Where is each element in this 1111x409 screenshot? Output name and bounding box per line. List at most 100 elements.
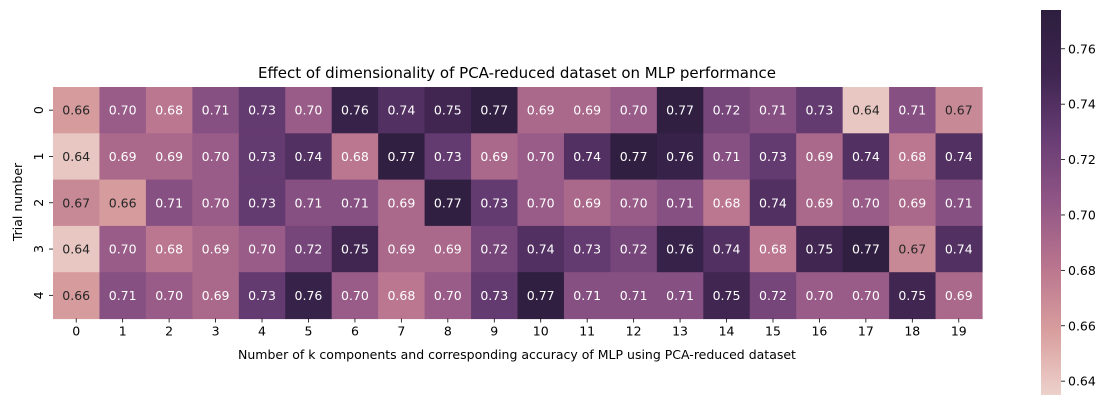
heatmap-cell <box>703 133 751 181</box>
y-tick-label: 1 <box>31 152 46 160</box>
x-tick-label: 2 <box>165 324 173 339</box>
cell-value-label: 0.71 <box>573 288 601 303</box>
cell-value-label: 0.70 <box>202 149 230 164</box>
heatmap-cell <box>99 272 147 320</box>
heatmap-cell <box>889 225 937 273</box>
heatmap-cell <box>563 225 611 273</box>
heatmap-cell <box>749 87 797 134</box>
cell-value-label: 0.69 <box>898 195 926 210</box>
heatmap-cell <box>378 272 426 320</box>
x-tick-label: 18 <box>904 324 920 339</box>
cell-value-label: 0.73 <box>248 288 276 303</box>
colorbar <box>1041 10 1061 395</box>
heatmap-cell <box>99 133 147 181</box>
cell-value-label: 0.73 <box>480 288 508 303</box>
cell-value-label: 0.69 <box>202 288 230 303</box>
cell-value-label: 0.64 <box>62 242 90 257</box>
heatmap-cell <box>610 179 658 227</box>
cell-value-label: 0.74 <box>387 103 415 118</box>
cell-value-label: 0.71 <box>295 195 323 210</box>
cell-value-label: 0.69 <box>573 103 601 118</box>
heatmap-cell <box>285 225 333 273</box>
heatmap-cell <box>796 272 844 320</box>
heatmap-cell <box>238 179 286 227</box>
cell-value-label: 0.70 <box>852 288 880 303</box>
cell-value-label: 0.70 <box>109 242 137 257</box>
heatmap-cell <box>610 272 658 320</box>
heatmap-cell <box>842 133 890 181</box>
heatmap-cell <box>238 272 286 320</box>
heatmap-cell <box>145 179 193 227</box>
heatmap-cells <box>53 87 983 320</box>
cell-value-label: 0.74 <box>945 242 973 257</box>
heatmap-cell <box>471 225 519 273</box>
cell-value-label: 0.75 <box>806 242 834 257</box>
x-tick-label: 6 <box>351 324 359 339</box>
heatmap-cell <box>749 272 797 320</box>
heatmap-cell <box>192 179 240 227</box>
heatmap-cell-labels: 0.66 0.70 0.68 0.71 0.73 0.70 0.76 0.74 0.75 0.77… <box>62 103 972 303</box>
cell-value-label: 0.74 <box>295 149 323 164</box>
heatmap-cell <box>238 87 286 134</box>
x-tick-label: 11 <box>579 324 595 339</box>
cell-value-label: 0.70 <box>852 195 880 210</box>
heatmap-cell <box>703 225 751 273</box>
cell-value-label: 0.77 <box>434 195 462 210</box>
heatmap-cell <box>331 272 379 320</box>
heatmap-cell <box>610 87 658 134</box>
heatmap-cell <box>53 133 101 181</box>
heatmap-cell <box>842 225 890 273</box>
cell-value-label: 0.71 <box>620 288 648 303</box>
cell-value-label: 0.69 <box>155 149 183 164</box>
cell-value-label: 0.76 <box>341 103 369 118</box>
cell-value-label: 0.69 <box>109 149 137 164</box>
heatmap-cell <box>424 225 472 273</box>
heatmap-cell <box>703 272 751 320</box>
x-tick-label: 16 <box>811 324 827 339</box>
cell-value-label: 0.69 <box>527 103 555 118</box>
cell-value-label: 0.71 <box>666 288 694 303</box>
x-tick-label: 4 <box>258 324 266 339</box>
cell-value-label: 0.68 <box>387 288 415 303</box>
x-tick-label: 8 <box>444 324 452 339</box>
heatmap-cell <box>99 179 147 227</box>
cell-value-label: 0.69 <box>945 288 973 303</box>
x-axis: 0 1 2 3 4 5 6 7 8 9 10 11 12 13 14 15 16 17 18 19 <box>72 318 967 339</box>
heatmap-cell <box>285 272 333 320</box>
cell-value-label: 0.69 <box>480 149 508 164</box>
cell-value-label: 0.72 <box>759 288 787 303</box>
cell-value-label: 0.70 <box>620 195 648 210</box>
cell-value-label: 0.73 <box>248 149 276 164</box>
cell-value-label: 0.69 <box>806 195 834 210</box>
heatmap-cell <box>517 179 565 227</box>
chart-title: Effect of dimensionality of PCA-reduced … <box>258 64 776 82</box>
y-tick-label: 2 <box>31 199 46 207</box>
heatmap-cell <box>424 133 472 181</box>
heatmap-cell <box>749 133 797 181</box>
x-tick-label: 15 <box>765 324 781 339</box>
heatmap-cell <box>424 87 472 134</box>
cell-value-label: 0.76 <box>295 288 323 303</box>
heatmap-cell <box>471 133 519 181</box>
cell-value-label: 0.73 <box>573 242 601 257</box>
heatmap-cell <box>378 225 426 273</box>
heatmap-cell <box>656 87 704 134</box>
colorbar-tick-label: 0.66 <box>1068 318 1096 333</box>
cell-value-label: 0.70 <box>527 195 555 210</box>
x-tick-label: 17 <box>858 324 874 339</box>
heatmap-cell <box>842 179 890 227</box>
heatmap-cell <box>563 87 611 134</box>
heatmap-cell <box>378 87 426 134</box>
heatmap-cell <box>145 133 193 181</box>
heatmap-cell <box>563 133 611 181</box>
heatmap-cell <box>145 87 193 134</box>
cell-value-label: 0.70 <box>155 288 183 303</box>
heatmap-cell <box>749 179 797 227</box>
cell-value-label: 0.72 <box>480 242 508 257</box>
y-tick-label: 4 <box>31 291 46 299</box>
cell-value-label: 0.68 <box>341 149 369 164</box>
x-tick-label: 5 <box>304 324 312 339</box>
heatmap-cell <box>889 133 937 181</box>
